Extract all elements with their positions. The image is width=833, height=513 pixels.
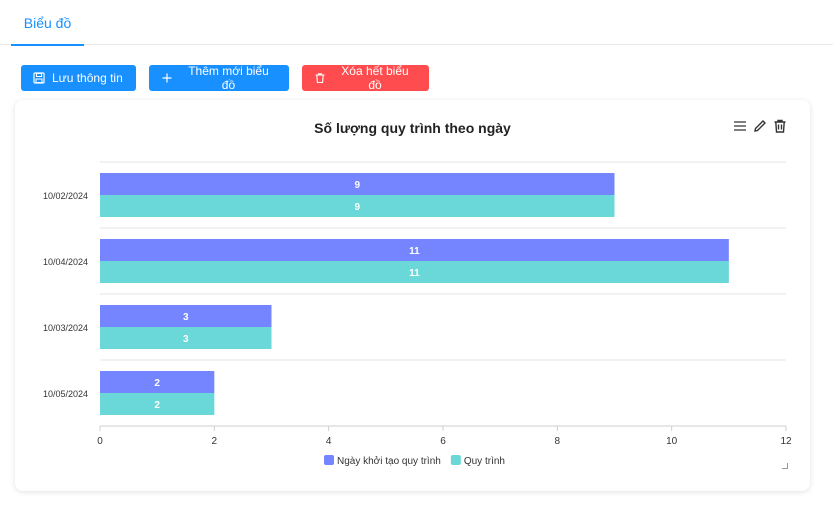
x-tick-label: 6 [440, 436, 446, 447]
bar [100, 327, 272, 349]
bar [100, 371, 215, 393]
bar [100, 393, 215, 415]
delete-icon[interactable] [772, 118, 788, 134]
bar [100, 173, 615, 195]
bar [100, 261, 729, 283]
save-icon [33, 72, 45, 84]
legend-swatch [324, 455, 334, 465]
data-label: 9 [354, 180, 360, 191]
data-label: 11 [409, 268, 420, 279]
x-tick-label: 10 [666, 436, 678, 447]
chart-toolbar [732, 118, 788, 134]
save-button-label: Lưu thông tin [52, 71, 123, 85]
add-chart-button[interactable]: Thêm mới biểu đồ [149, 64, 289, 92]
y-tick-label: 10/05/2024 [43, 389, 88, 399]
edit-icon[interactable] [752, 118, 768, 134]
tab-bar: Biểu đồ [0, 0, 833, 46]
x-tick-label: 0 [97, 436, 103, 447]
x-tick-label: 8 [555, 436, 561, 447]
trash-icon [315, 73, 325, 84]
tab-charts[interactable]: Biểu đồ [11, 0, 84, 46]
bar-chart: 0 2 4 6 8 10 12 10/02/2024 9 9 10/04/2024 11 11 10/03… [43, 161, 792, 467]
save-button[interactable]: Lưu thông tin [21, 65, 136, 91]
clear-charts-button[interactable]: Xóa hết biểu đồ [302, 64, 429, 92]
plus-icon [162, 73, 172, 83]
bar [100, 305, 272, 327]
data-label: 11 [409, 246, 420, 257]
y-tick-label: 10/03/2024 [43, 323, 88, 333]
bar [100, 195, 615, 217]
menu-icon[interactable] [732, 118, 748, 134]
legend-entry: Ngày khởi tạo quy trình [337, 455, 441, 467]
data-label: 3 [183, 334, 189, 345]
data-label: 2 [154, 378, 160, 389]
x-tick-label: 2 [212, 436, 218, 447]
y-tick-label: 10/04/2024 [43, 257, 88, 267]
legend-swatch [450, 455, 461, 465]
bar [100, 239, 729, 261]
chart-title: Số lượng quy trình theo ngày [314, 120, 511, 136]
resize-handle[interactable] [782, 463, 788, 469]
data-label: 9 [354, 202, 360, 213]
legend-entry: Quy trình [464, 456, 505, 467]
data-label: 2 [154, 400, 160, 411]
y-tick-label: 10/02/2024 [43, 191, 88, 201]
x-tick-label: 4 [326, 436, 332, 447]
add-chart-button-label: Thêm mới biểu đồ [188, 64, 269, 92]
chart-card: Số lượng quy trình theo ngày 0 2 4 6 8 10 12 10… [15, 100, 810, 491]
clear-charts-button-label: Xóa hết biểu đồ [341, 64, 409, 92]
x-tick-label: 12 [780, 436, 792, 447]
data-label: 3 [183, 312, 189, 323]
